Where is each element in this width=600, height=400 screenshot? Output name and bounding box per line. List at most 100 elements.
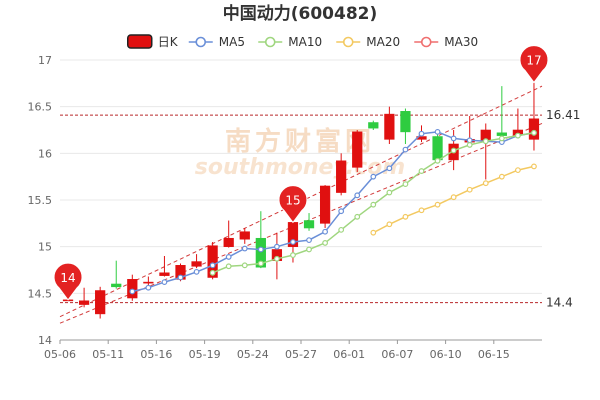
x-tick-label: 06-07 — [381, 348, 413, 361]
ma10-point — [241, 262, 248, 269]
x-tick-label: 05-24 — [237, 348, 269, 361]
candle-body — [368, 122, 379, 129]
candle-body — [319, 185, 331, 224]
ma20-point — [450, 194, 457, 201]
watermark-text-cn: 南方财富网 — [225, 126, 375, 157]
ma5-point — [338, 208, 345, 215]
ma10-point — [257, 260, 264, 267]
ma5-point — [370, 173, 377, 180]
ma20-point — [402, 213, 409, 220]
x-tick-label: 05-06 — [44, 348, 76, 361]
candle-body — [528, 118, 540, 140]
price-pin-marker — [53, 262, 83, 301]
ma10-point — [386, 189, 393, 196]
ma20-point — [370, 229, 377, 236]
y-tick-label: 17 — [38, 54, 52, 67]
ma5-point — [257, 246, 264, 253]
price-pin-marker — [519, 45, 549, 84]
ma10-point — [434, 157, 441, 164]
price-pin-label: 14 — [60, 271, 75, 285]
candle-body — [255, 237, 266, 268]
legend-label: MA10 — [288, 35, 322, 49]
legend-swatch-marker — [420, 36, 432, 48]
ma10-point — [306, 246, 312, 253]
candle-body — [191, 261, 202, 267]
legend-label: MA5 — [219, 35, 245, 49]
candle-body — [336, 160, 347, 193]
legend-item-ma30[interactable]: MA30 — [414, 35, 478, 49]
candle-body — [159, 272, 170, 276]
ma5-point — [225, 254, 232, 260]
ma10-point — [482, 138, 489, 145]
ma10-point — [354, 213, 361, 220]
legend-item-ma5[interactable]: MA5 — [188, 35, 245, 49]
ma10-point — [209, 269, 216, 276]
legend-label: MA20 — [366, 35, 400, 49]
candle-body — [239, 231, 250, 240]
ma20-point — [515, 167, 521, 174]
ma5-point — [177, 274, 184, 281]
legend-swatch-candle — [127, 34, 153, 49]
x-tick-label: 05-16 — [140, 348, 172, 361]
ma10-point — [498, 135, 505, 142]
chart-title: 中国动力(600482) — [223, 3, 378, 24]
candle-body — [496, 132, 507, 136]
candle-body — [78, 300, 90, 305]
y-tick-label: 14.5 — [28, 287, 53, 300]
ma20-point — [418, 207, 425, 214]
legend-swatch-marker — [264, 36, 276, 48]
ma5-point — [129, 288, 136, 295]
legend-label: 日K — [158, 35, 179, 49]
candle-series — [62, 82, 540, 319]
ma10-point — [290, 252, 296, 258]
ma20-point — [434, 201, 441, 208]
price-pins: 14 15 17 — [53, 45, 549, 301]
ma5-point — [290, 239, 296, 245]
x-tick-label: 05-19 — [189, 348, 221, 361]
candle-body — [223, 237, 234, 247]
ma10-point — [418, 168, 425, 174]
y-tick-label: 16 — [38, 147, 52, 160]
legend-item-ma10[interactable]: MA10 — [258, 35, 322, 49]
x-tick-label: 05-11 — [92, 348, 124, 361]
ma20-point — [386, 221, 393, 228]
ma5-point — [402, 146, 409, 153]
candle-body — [400, 111, 411, 133]
legend-swatch-marker — [195, 36, 207, 48]
ma5-point — [450, 135, 457, 142]
legend-item-日k[interactable]: 日K — [127, 34, 179, 49]
ma10-point — [370, 201, 377, 208]
y-tick-label: 15.5 — [28, 194, 53, 207]
ma5-point — [209, 262, 216, 269]
x-tick-label: 05-27 — [285, 348, 317, 361]
moving-average-series — [129, 128, 537, 295]
ma10-point — [274, 255, 280, 262]
ma5-point — [418, 130, 425, 137]
legend-item-ma20[interactable]: MA20 — [336, 35, 400, 49]
ma10-point — [225, 263, 232, 270]
min-price-label: 14.4 — [546, 296, 573, 310]
candle-body — [207, 245, 218, 278]
chart-legend[interactable]: 日K MA5 MA10 MA20 MA30 — [127, 34, 478, 49]
y-tick-label: 14 — [38, 334, 52, 347]
y-tick-label: 16.5 — [28, 101, 53, 114]
price-pin-label: 17 — [526, 53, 541, 67]
legend-label: MA30 — [444, 35, 478, 49]
ma20-point — [482, 180, 489, 187]
ma5-point — [274, 243, 280, 250]
ma20-point — [498, 173, 505, 180]
ma5-point — [466, 137, 473, 144]
ma10-point — [515, 132, 521, 139]
ma10-point — [450, 147, 457, 154]
price-pin-label: 15 — [285, 193, 300, 207]
candle-body — [95, 290, 106, 315]
ma20-point — [531, 163, 537, 170]
candle-body — [111, 283, 122, 288]
x-tick-label: 06-01 — [333, 348, 365, 361]
ma5-point — [145, 284, 152, 291]
ma10-point — [338, 226, 345, 233]
x-tick-label: 06-10 — [430, 348, 462, 361]
ma5-point — [322, 228, 329, 235]
ma5-point — [434, 128, 441, 135]
